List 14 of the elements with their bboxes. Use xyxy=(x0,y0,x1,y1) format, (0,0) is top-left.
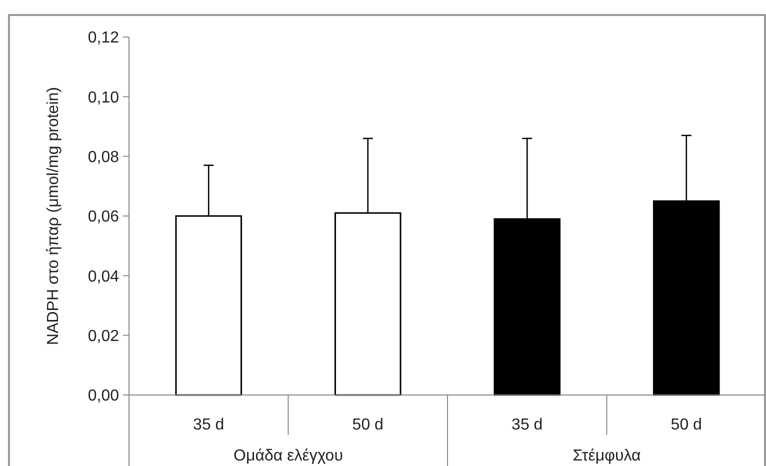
y-tick-label: 0,00 xyxy=(88,388,120,405)
y-tick-label: 0,02 xyxy=(88,328,120,345)
y-axis-title: NADPH στο ήπαρ (μmol/mg protein) xyxy=(45,87,62,345)
x-tick-label: 50 d xyxy=(352,416,384,434)
text: Στέμφυλα xyxy=(572,448,641,465)
y-tick-label: 0,06 xyxy=(88,208,120,226)
text: Ομάδα ελέγχου xyxy=(234,448,343,465)
y-tick-label: 0,04 xyxy=(88,268,120,286)
x-tick-label: 35 d xyxy=(193,416,224,434)
y-tick-label: 0,12 xyxy=(88,30,120,47)
x-tick-label: 50 d xyxy=(670,416,702,434)
y-tick-label: 0,10 xyxy=(88,89,120,106)
x-tick-label: 35 d xyxy=(512,416,543,434)
y-tick-label: 0,08 xyxy=(88,148,120,166)
